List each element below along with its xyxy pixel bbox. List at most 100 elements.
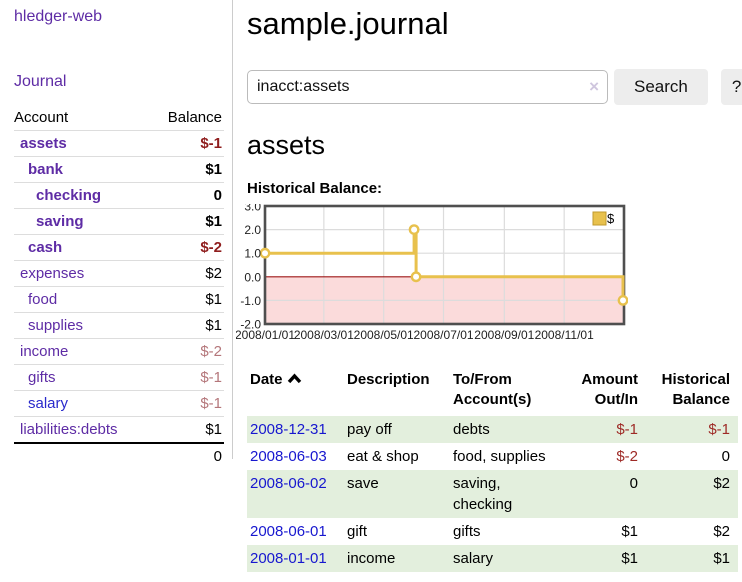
account-balance: $1 — [151, 312, 224, 339]
transaction-description: save — [344, 470, 450, 518]
account-link-checking[interactable]: checking — [36, 187, 102, 204]
sidebar: hledger-web Journal Account Balance asse… — [0, 0, 233, 469]
register-row: 2008-06-02 save saving, checking 0 $2 — [247, 470, 738, 518]
search-button[interactable]: Search — [614, 69, 708, 105]
account-heading: assets — [247, 130, 326, 160]
account-link-food[interactable]: food — [28, 291, 58, 308]
account-balance: $1 — [151, 156, 224, 183]
account-balance: $1 — [151, 208, 224, 235]
register-header-description: Description — [347, 371, 430, 388]
main-content: sample.journal × Search ? assets Histori… — [233, 0, 742, 582]
account-row: bank $1 — [14, 156, 224, 183]
transaction-amount: $-2 — [616, 448, 638, 465]
transaction-date-link[interactable]: 2008-01-01 — [250, 550, 327, 567]
account-balance: $2 — [151, 260, 224, 287]
svg-text:1.0: 1.0 — [244, 247, 261, 261]
account-balance: $-1 — [151, 364, 224, 391]
transaction-balance: 0 — [721, 448, 730, 465]
account-link-assets[interactable]: assets — [20, 135, 67, 152]
transaction-date-link[interactable]: 2008-12-31 — [250, 421, 327, 438]
transaction-accounts: gifts — [453, 523, 481, 540]
accounts-header-account: Account — [14, 105, 152, 131]
transaction-description: gift — [347, 523, 368, 540]
svg-text:2008/03/01: 2008/03/01 — [294, 328, 354, 342]
accounts-header-row: Account Balance — [14, 105, 224, 131]
account-row: food $1 — [14, 286, 224, 313]
register-row: 2008-12-31 pay off debts $-1 $-1 — [247, 416, 738, 443]
transaction-description: income — [344, 545, 450, 572]
transaction-date-link[interactable]: 2008-06-03 — [250, 448, 327, 465]
register-header-balance: Historical Balance — [661, 371, 730, 408]
account-row: gifts $-1 — [14, 364, 224, 391]
transaction-amount: $1 — [566, 545, 646, 572]
account-balance: $1 — [151, 416, 224, 444]
account-row: salary $-1 — [14, 390, 224, 417]
app-title-link[interactable]: hledger-web — [14, 8, 103, 25]
transaction-balance: $-1 — [646, 416, 738, 443]
svg-text:2008/01/01: 2008/01/01 — [236, 328, 295, 342]
account-link-saving[interactable]: saving — [36, 213, 84, 230]
svg-text:2.0: 2.0 — [244, 223, 261, 237]
account-row: income $-2 — [14, 338, 224, 365]
account-row: assets $-1 — [14, 130, 224, 157]
transaction-balance: $2 — [646, 470, 738, 518]
transaction-accounts: food, supplies — [453, 448, 546, 465]
transaction-balance: $2 — [713, 523, 730, 540]
account-link-liabilities-debts[interactable]: liabilities:debts — [20, 421, 118, 438]
account-link-bank[interactable]: bank — [28, 161, 64, 178]
account-balance: $-2 — [151, 338, 224, 365]
register-row: 2008-06-01 gift gifts $1 $2 — [247, 518, 738, 545]
account-link-cash[interactable]: cash — [28, 239, 63, 256]
account-link-expenses[interactable]: expenses — [20, 265, 85, 282]
account-row: supplies $1 — [14, 312, 224, 339]
svg-text:-2.0: -2.0 — [240, 318, 261, 332]
account-link-gifts[interactable]: gifts — [28, 369, 56, 386]
register-header-amount: Amount Out/In — [581, 371, 638, 408]
accounts-total-value: 0 — [151, 442, 224, 469]
svg-text:2008/09/01: 2008/09/01 — [474, 328, 534, 342]
accounts-table: Account Balance assets $-1 bank $1 check… — [14, 105, 224, 469]
register-row: 2008-06-03 eat & shop food, supplies $-2… — [247, 443, 738, 470]
account-row: cash $-2 — [14, 234, 224, 261]
account-link-income[interactable]: income — [20, 343, 69, 360]
transaction-description: pay off — [344, 416, 450, 443]
svg-text:-1.0: -1.0 — [240, 294, 261, 308]
search-bar: × Search ? — [247, 69, 742, 105]
register-header-row: Date Description To/From Account(s) Amou… — [247, 368, 738, 416]
register-header-accounts: To/From Account(s) — [453, 371, 532, 408]
sort-ascending-icon — [287, 370, 302, 390]
search-input[interactable] — [247, 70, 608, 104]
transaction-amount: $-1 — [566, 416, 646, 443]
page-title: sample.journal — [247, 6, 449, 41]
register-row: 2008-01-01 income salary $1 $1 — [247, 545, 738, 572]
transaction-date-link[interactable]: 2008-06-01 — [250, 523, 327, 540]
transaction-amount: $1 — [621, 523, 638, 540]
svg-text:2008/07/01: 2008/07/01 — [413, 328, 473, 342]
transaction-balance: $1 — [646, 545, 738, 572]
account-link-salary[interactable]: salary — [28, 395, 69, 412]
sidebar-item-journal[interactable]: Journal — [14, 73, 67, 90]
register-table: Date Description To/From Account(s) Amou… — [247, 368, 738, 572]
account-balance: $1 — [151, 286, 224, 313]
account-row: checking 0 — [14, 182, 224, 209]
svg-text:0.0: 0.0 — [244, 270, 261, 284]
transaction-accounts: debts — [450, 416, 566, 443]
account-balance: $-2 — [151, 234, 224, 261]
help-button[interactable]: ? — [720, 69, 742, 105]
transaction-date-link[interactable]: 2008-06-02 — [250, 475, 327, 492]
chart-title: Historical Balance: — [247, 180, 383, 197]
svg-text:2008/11/01: 2008/11/01 — [535, 328, 594, 342]
account-row: liabilities:debts $1 — [14, 416, 224, 444]
account-link-supplies[interactable]: supplies — [28, 317, 84, 334]
account-row: saving $1 — [14, 208, 224, 235]
transaction-amount: 0 — [566, 470, 646, 518]
transaction-description: eat & shop — [347, 448, 419, 465]
clear-search-icon[interactable]: × — [589, 77, 599, 96]
account-balance: $-1 — [151, 390, 224, 417]
register-header-date[interactable]: Date — [247, 368, 344, 416]
svg-text:$: $ — [607, 211, 615, 226]
accounts-header-balance: Balance — [151, 105, 224, 131]
svg-text:3.0: 3.0 — [244, 204, 261, 214]
transaction-accounts: saving, checking — [450, 470, 566, 518]
